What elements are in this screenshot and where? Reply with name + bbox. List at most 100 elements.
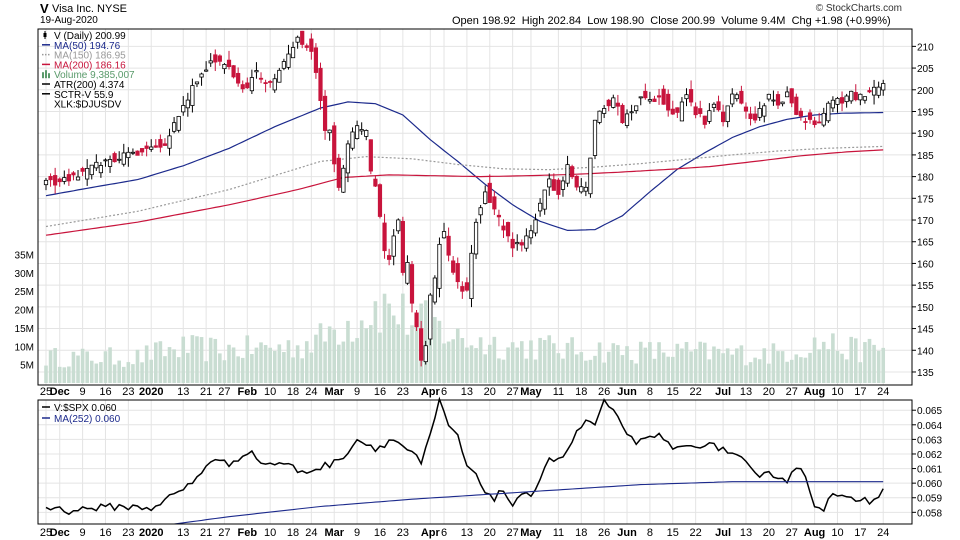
volume-bar: [99, 362, 103, 383]
volume-bar: [80, 348, 85, 383]
ratio-tick-label: 0.061: [917, 465, 942, 476]
date-tick-label: Jun: [617, 386, 637, 398]
legend-label: V:$SPX 0.060: [54, 403, 117, 414]
candle-body: [139, 148, 145, 153]
candle-body: [487, 182, 492, 203]
volume-bar: [835, 350, 840, 383]
volume-bar: [648, 342, 652, 383]
volume-bar: [780, 351, 785, 383]
date-tick-label: 24: [877, 527, 889, 539]
price-tick-label: 190: [917, 129, 934, 140]
candle-body: [830, 99, 836, 109]
date-tick-label: 23: [122, 386, 134, 398]
candle-body: [190, 85, 195, 106]
volume-bar: [492, 336, 497, 383]
candle-body: [560, 180, 566, 190]
volume-bar: [442, 343, 446, 383]
candle-body: [620, 104, 625, 124]
volume-bar: [172, 349, 176, 383]
date-tick-label: 9: [80, 527, 86, 539]
date-tick-label: 20: [484, 527, 496, 539]
volume-bar: [762, 348, 767, 383]
candle-body: [341, 167, 346, 193]
date-tick-label: 18: [287, 386, 299, 398]
volume-bar: [71, 351, 76, 383]
date-tick-label: 11: [553, 527, 564, 539]
date-tick-label: 22: [690, 527, 702, 539]
brand-label[interactable]: © StockCharts.com: [815, 3, 902, 14]
volume-bar: [657, 342, 661, 383]
volume-bar: [803, 357, 808, 383]
volume-bar: [675, 343, 680, 383]
volume-bar: [446, 341, 451, 383]
candle-body: [240, 84, 245, 90]
date-tick-label: 21: [200, 386, 212, 398]
date-tick-label: 13: [461, 386, 473, 398]
volume-bar: [757, 359, 762, 383]
volume-bar: [291, 357, 295, 383]
volume-bar: [689, 351, 693, 383]
volume-bar: [455, 328, 460, 383]
date-tick-label: Mar: [324, 386, 344, 398]
candle-body: [336, 157, 341, 188]
volume-bar: [716, 348, 721, 383]
volume-bar: [341, 341, 346, 383]
candle-body: [702, 115, 707, 125]
volume-bar: [588, 359, 593, 383]
volume-bar: [85, 351, 89, 383]
date-tick-label: 24: [877, 386, 889, 398]
volume-tick-label: 25M: [15, 287, 34, 298]
price-tick-label: 150: [917, 303, 934, 314]
volume-bar: [254, 347, 259, 383]
date-tick-label: 22: [690, 386, 702, 398]
date-tick-label: 15: [667, 386, 679, 398]
volume-bar: [776, 351, 780, 383]
volume-bar: [195, 336, 199, 383]
volume-bar: [712, 346, 716, 383]
date-tick-label: 16: [99, 527, 111, 539]
volume-bar: [524, 358, 529, 383]
volume-bar: [840, 353, 844, 383]
date-tick-label: 6: [441, 386, 447, 398]
date-tick-label: 23: [122, 527, 134, 539]
ma-line-ma150: [45, 145, 884, 228]
candle-body: [849, 90, 854, 102]
volume-bar: [327, 326, 332, 383]
candle-body: [149, 146, 154, 150]
volume-icon: [42, 72, 44, 79]
date-tick-label: 16: [374, 527, 386, 539]
volume-bar: [872, 344, 876, 383]
candle-body: [185, 99, 190, 109]
date-tick-label: 2020: [139, 386, 163, 398]
price-tick-label: 160: [917, 259, 934, 270]
candle-body: [807, 112, 813, 120]
volume-bar: [808, 352, 812, 383]
volume-value: 9.4M: [761, 15, 786, 27]
volume-bar: [231, 347, 236, 383]
candle-body: [812, 120, 817, 125]
volume-bar: [154, 342, 158, 383]
date-tick-label: 20: [484, 386, 496, 398]
candle-body: [483, 191, 488, 204]
volume-bar: [218, 353, 222, 383]
volume-bar: [277, 344, 282, 383]
volume-bar: [858, 362, 863, 383]
close-value: 200.99: [681, 15, 716, 27]
volume-bar: [821, 341, 826, 383]
volume-bar: [478, 337, 483, 383]
candle-body: [48, 175, 53, 181]
volume-bar: [863, 342, 867, 383]
date-tick-label: 15: [667, 527, 679, 539]
candle-body: [268, 81, 273, 83]
candle-body: [588, 157, 593, 195]
candle-body: [821, 112, 826, 126]
volume-bar: [131, 364, 135, 383]
candle-body: [542, 189, 547, 210]
candle-body: [144, 145, 149, 149]
volume-bar: [295, 345, 300, 383]
date-tick-label: 9: [354, 386, 360, 398]
volume-bar: [350, 341, 355, 383]
volume-bar: [103, 351, 108, 383]
